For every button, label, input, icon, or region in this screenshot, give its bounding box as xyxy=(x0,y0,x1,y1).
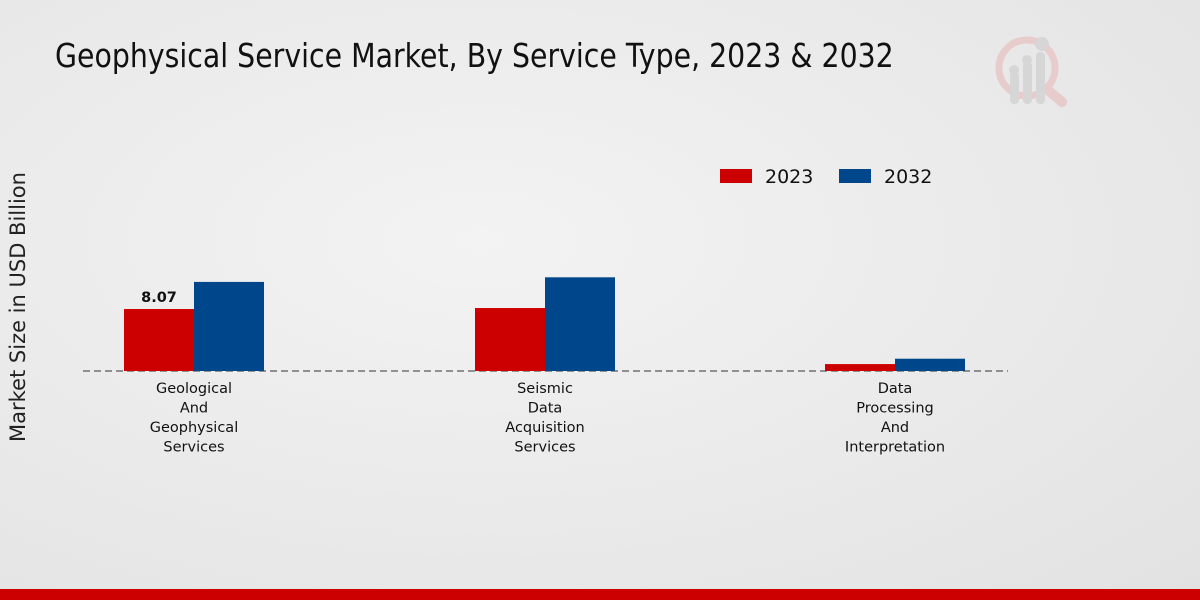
x-tick-label: Data xyxy=(528,401,563,417)
x-tick-label: Data xyxy=(878,381,913,397)
x-tick-label: Interpretation xyxy=(845,440,945,456)
bar-2023-2 xyxy=(825,364,895,371)
x-tick-label: Geological xyxy=(156,381,232,397)
legend: 2023 2032 xyxy=(720,166,932,188)
logo-icon xyxy=(995,36,1067,107)
bar-2023-1 xyxy=(475,308,545,371)
bar-2032-2 xyxy=(895,358,965,371)
x-tick-label: Geophysical xyxy=(150,420,238,436)
legend-label-2032: 2032 xyxy=(884,166,932,188)
x-tick-label: Services xyxy=(163,440,224,456)
x-tick-label: Processing xyxy=(856,401,933,417)
bar-2023-0 xyxy=(124,309,194,371)
x-tick-label: Seismic xyxy=(517,381,573,397)
data-label: 8.07 xyxy=(141,290,177,306)
bottom-accent-bar xyxy=(0,589,1200,600)
bar-2032-1 xyxy=(545,277,615,371)
bar-2032-0 xyxy=(194,281,264,371)
x-tick-label: Services xyxy=(514,440,575,456)
x-tick-label: Acquisition xyxy=(505,420,584,436)
x-tick-label: And xyxy=(180,401,208,417)
chart-title: Geophysical Service Market, By Service T… xyxy=(55,36,894,75)
x-tick-label: And xyxy=(881,420,909,436)
legend-swatch-2023 xyxy=(720,169,752,183)
legend-swatch-2032 xyxy=(839,169,871,183)
legend-label-2023: 2023 xyxy=(765,166,813,188)
